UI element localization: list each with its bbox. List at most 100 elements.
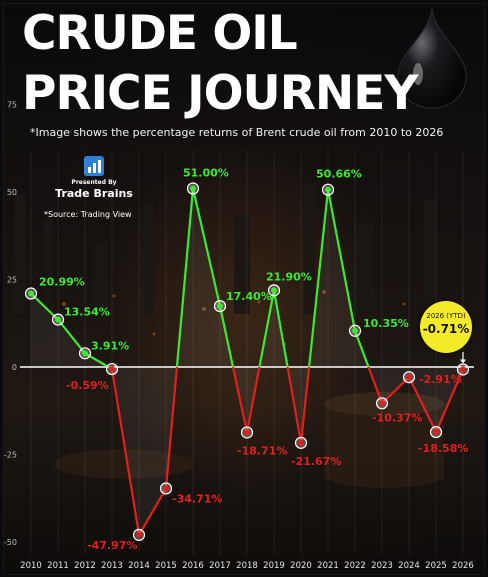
line-segment [286, 366, 303, 444]
data-point-core [406, 374, 412, 381]
line-segment [381, 376, 410, 405]
line-segment [57, 318, 86, 355]
oil-drop-icon [397, 7, 467, 109]
line-segment [434, 369, 465, 433]
line-segment [110, 368, 141, 536]
line-segment [218, 305, 235, 368]
x-tick-label: 2021 [317, 561, 339, 571]
data-label-2012: 3.91% [91, 339, 129, 352]
line-segment [326, 189, 357, 331]
infographic-frame [3, 3, 485, 575]
x-tick-label: 2016 [182, 561, 204, 571]
data-point-core [244, 429, 250, 436]
ytd-badge-label: 2026 (YTD) [426, 312, 466, 320]
area-segment [139, 367, 166, 535]
line-segment [138, 487, 167, 536]
data-label-2017: 17.40% [226, 290, 272, 303]
data-label-2013: -0.59% [66, 379, 109, 392]
y-tick-label: -50 [4, 538, 17, 547]
x-tick-label: 2020 [290, 561, 312, 571]
y-tick-label: 0 [12, 363, 17, 372]
line-segment [299, 366, 311, 443]
data-point-core [136, 531, 142, 538]
line-segment [307, 189, 330, 368]
data-label-2020: -21.67% [291, 455, 341, 468]
x-tick-label: 2013 [101, 561, 123, 571]
brand-block: Presented By Trade Brains *Source: Tradi… [44, 155, 136, 219]
x-tick-label: 2023 [371, 561, 393, 571]
x-tick-label: 2011 [47, 561, 69, 571]
y-tick-label: -25 [4, 451, 17, 460]
line-segment [408, 376, 437, 433]
area-segment [409, 367, 436, 433]
data-label-2023: -10.37% [372, 411, 422, 424]
data-label-2021: 50.66% [316, 168, 362, 181]
x-tick-label: 2015 [155, 561, 177, 571]
data-point-core [460, 366, 466, 373]
data-label-2010: 20.99% [39, 276, 85, 289]
x-tick-label: 2017 [209, 561, 231, 571]
y-tick-label: 25 [7, 276, 17, 285]
y-tick-label: 50 [7, 188, 17, 197]
x-tick-label: 2026 [452, 561, 474, 571]
line-segment [272, 290, 289, 368]
data-point-core [379, 400, 385, 407]
line-segment [231, 366, 249, 433]
line-segment [258, 290, 276, 368]
x-tick-label: 2022 [344, 561, 366, 571]
area-segment [328, 189, 355, 367]
data-label-2011: 13.54% [64, 306, 110, 319]
x-tick-label: 2012 [74, 561, 96, 571]
line-segment [175, 188, 195, 368]
data-point-core [55, 316, 61, 323]
x-tick-label: 2024 [398, 561, 420, 571]
area-segment [58, 319, 85, 367]
data-point-core [271, 287, 277, 294]
ytd-badge-value: -0.71% [422, 322, 470, 336]
ytd-pointer-arrowhead [460, 359, 466, 364]
line-segment [191, 188, 222, 307]
y-tick-label: 75 [7, 101, 17, 110]
subtitle: *Image shows the percentage returns of B… [30, 126, 444, 139]
data-label-2019: 21.90% [266, 270, 312, 283]
data-point-core [190, 185, 196, 192]
presented-by-label: Presented By [71, 179, 117, 186]
area-segment [382, 367, 409, 404]
data-point-core [109, 366, 115, 373]
title-line-2: PRICE JOURNEY [22, 66, 418, 121]
data-point-core [298, 439, 304, 446]
x-tick-label: 2010 [20, 561, 42, 571]
title-line-1: CRUDE OIL [22, 6, 298, 61]
x-tick-label: 2025 [425, 561, 447, 571]
ytd-badge: 2026 (YTD) -0.71% [420, 301, 472, 353]
area-segment [31, 293, 58, 367]
data-point-core [217, 303, 223, 310]
data-point-core [28, 290, 34, 297]
data-point-core [82, 350, 88, 357]
line-segment [84, 352, 110, 368]
data-label-2022: 10.35% [363, 317, 409, 330]
trade-brains-logo-icon [84, 156, 104, 176]
line-segment [164, 366, 179, 489]
data-point-core [352, 327, 358, 334]
data-label-2024: -2.91% [419, 373, 462, 386]
brand-name: Trade Brains [55, 187, 133, 200]
data-label-2025: -18.58% [418, 442, 468, 455]
x-tick-label: 2014 [128, 561, 150, 571]
x-tick-label: 2018 [236, 561, 258, 571]
data-point-core [163, 485, 169, 492]
line-segment [353, 330, 370, 368]
line-segment [245, 366, 261, 433]
line-segment [367, 366, 384, 404]
data-label-2015: -34.71% [172, 492, 222, 505]
data-label-2014: -47.97% [87, 539, 137, 552]
area-segment [193, 188, 220, 367]
line-segment [30, 292, 59, 321]
data-label-2018: -18.71% [237, 444, 287, 457]
data-point-core [325, 186, 331, 193]
data-point-core [433, 429, 439, 436]
refinery-background [14, 184, 446, 488]
x-tick-label: 2019 [263, 561, 285, 571]
data-label-2016: 51.00% [183, 167, 229, 180]
